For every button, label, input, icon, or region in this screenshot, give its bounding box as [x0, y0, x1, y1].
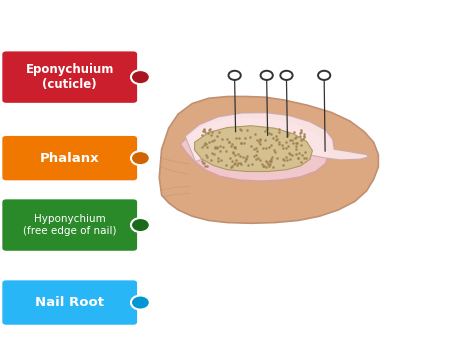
Polygon shape — [159, 97, 378, 223]
Polygon shape — [195, 126, 312, 171]
Text: Phalanx: Phalanx — [40, 152, 100, 165]
Circle shape — [131, 295, 150, 310]
Text: Nail Root: Nail Root — [35, 296, 104, 309]
Circle shape — [131, 218, 150, 232]
Text: Eponychuium
(cuticle): Eponychuium (cuticle) — [26, 63, 114, 91]
FancyBboxPatch shape — [2, 51, 137, 103]
FancyBboxPatch shape — [2, 200, 137, 251]
Circle shape — [131, 70, 150, 84]
FancyBboxPatch shape — [2, 136, 137, 180]
Polygon shape — [181, 117, 329, 181]
Circle shape — [131, 151, 150, 165]
Polygon shape — [185, 113, 368, 162]
FancyBboxPatch shape — [2, 280, 137, 325]
Text: Hyponychium
(free edge of nail): Hyponychium (free edge of nail) — [23, 214, 117, 236]
